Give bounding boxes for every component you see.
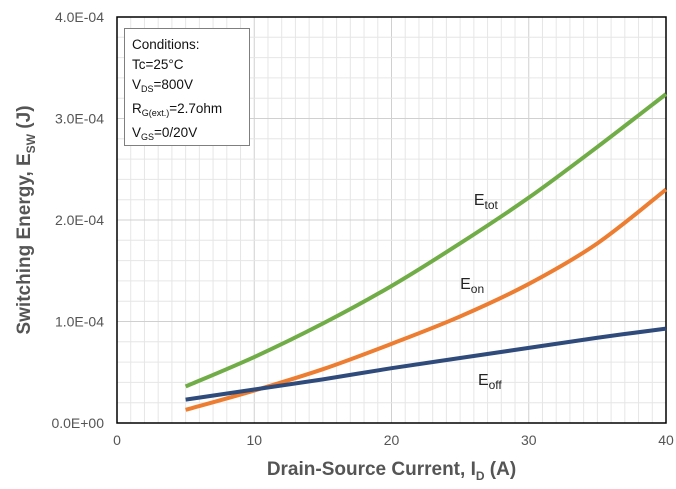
- x-tick-label: 10: [246, 432, 262, 448]
- x-tick-label: 0: [113, 432, 121, 448]
- condition-vds: VDS=800V: [132, 75, 249, 99]
- series-lines: [184, 92, 668, 412]
- condition-vds-value: =800V: [153, 77, 193, 92]
- y-tick-label: 3.0E-04: [55, 111, 104, 127]
- y-axis-title: Switching Energy, ESW (J): [14, 105, 38, 334]
- x-tick-label: 30: [521, 432, 537, 448]
- conditions-title: Conditions:: [132, 37, 200, 52]
- condition-rg-symbol: R: [132, 101, 142, 116]
- condition-vds-subscript: DS: [141, 84, 154, 94]
- y-tick-label: 1.0E-04: [55, 314, 104, 330]
- series-label-eon: Eon: [460, 276, 484, 296]
- y-tick-label: 2.0E-04: [55, 212, 104, 228]
- series-label-eoff: Eoff: [478, 372, 502, 392]
- y-tick-label: 0.0E+00: [51, 415, 104, 431]
- condition-vgs: VGS=0/20V: [132, 123, 249, 147]
- x-tick-label: 20: [384, 432, 400, 448]
- conditions-box: Conditions: Tc=25°C VDS=800V RG(ext.)=2.…: [124, 28, 250, 146]
- series-label-etot: Etot: [474, 192, 499, 212]
- series-line-eon: [185, 187, 668, 412]
- x-axis-title: Drain-Source Current, ID (A): [267, 459, 516, 483]
- series-line-etot: [184, 92, 668, 389]
- series-line-eoff: [185, 326, 667, 402]
- condition-vgs-value: =0/20V: [154, 125, 198, 140]
- condition-vgs-subscript: GS: [141, 132, 155, 142]
- condition-rg: RG(ext.)=2.7ohm: [132, 99, 249, 123]
- condition-vgs-symbol: V: [132, 125, 142, 140]
- plot-area-frame: [116, 16, 667, 424]
- tick-labels: 0 10 20 30 40 0.0E+00 1.0E-04 2.0E-04 3.0E-04 4.0…: [51, 9, 674, 448]
- condition-rg-subscript: G(ext.): [141, 108, 170, 118]
- condition-tc: Tc=25°C: [132, 57, 184, 72]
- condition-vds-symbol: V: [132, 77, 142, 92]
- condition-rg-value: =2.7ohm: [169, 101, 223, 116]
- y-tick-label: 4.0E-04: [55, 9, 104, 25]
- x-tick-label: 40: [658, 432, 674, 448]
